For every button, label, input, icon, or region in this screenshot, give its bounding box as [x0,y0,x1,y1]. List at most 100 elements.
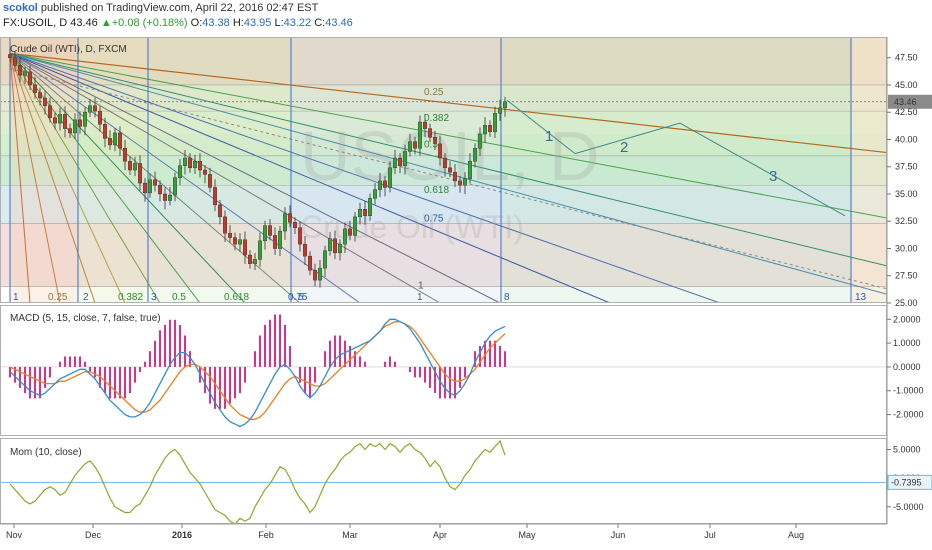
time-tick-label: Aug [788,530,804,540]
watermark-symbol: USOIL, D [300,117,600,195]
candle-body [252,259,257,264]
candle-body [448,167,453,173]
mom-legend[interactable]: Mom (10, close) [10,447,82,458]
fan-line [9,52,887,267]
pane-frames [0,37,888,525]
time-zone-label: 0.618 [224,292,249,303]
time-zone [148,37,291,303]
candle-body [383,180,388,188]
fib-fan-lines [0,37,887,303]
ohlc-header: FX:USOIL, D 43.46 ▲+0.08 (+0.18%) O:43.3… [3,17,353,29]
candle-body [222,216,227,234]
mom-last-tag-text: -0.7395 [891,477,922,487]
fan-line [9,52,501,303]
fan-line [9,52,441,303]
candle-body [328,238,333,251]
candle-body [107,138,112,146]
candle-body [463,178,468,186]
candle-body [368,198,373,216]
candle-body [197,161,202,171]
candle-body [117,132,122,149]
close-value: 43.46 [325,17,353,29]
main-legend[interactable]: Crude Oil (WTI), D, FXCM [10,44,127,55]
candle-body [483,125,488,135]
fan-line [9,52,887,154]
time-tick-label: Apr [433,530,447,540]
time-zone-label: 1 [417,292,423,303]
time-zone-label: 0.25 [48,292,68,303]
fib-level-label: 0.382 [424,113,449,124]
candle-body [298,227,303,245]
candle-body [333,238,338,254]
fan-line [9,52,611,303]
price-tick-label: 37.50 [895,162,918,172]
wave-line [506,99,576,155]
fan-line [9,53,31,303]
time-zone-label: 8 [504,292,510,303]
fib-level-label: 0.25 [424,87,444,98]
time-tick-label: Nov [6,530,23,540]
fan-line [9,52,887,295]
candle-body [453,171,458,182]
candle-body [18,65,23,76]
mom-pane [0,439,887,524]
candle-body [112,132,117,146]
candle-body [428,128,433,138]
candle-body [433,137,438,145]
candle-body [142,182,147,194]
time-tick-label: 2016 [172,530,192,540]
time-tick-label: Jul [704,530,716,540]
candle-body [167,194,172,201]
candle-body [202,169,207,175]
fib-band [0,134,887,156]
price-change: +0.08 (+0.18%) [111,17,188,29]
candle-body [33,84,38,93]
candle-body [403,151,408,166]
candle-body [137,163,142,184]
candle-body [92,105,97,112]
time-zone-label: 2 [83,292,89,303]
mom-line [9,439,506,524]
candle-body [232,237,237,245]
candle-body [283,213,288,232]
time-tick-label: Dec [85,530,102,540]
macd-pane [0,314,887,428]
candle-body [293,222,298,228]
candle-body [388,167,393,188]
candle-body [468,161,473,179]
high-value: 43.95 [243,17,272,29]
fib-level-label: 1 [418,281,424,292]
candle-body [258,240,263,260]
candle-body [67,128,72,134]
time-zone-label: 0.382 [118,292,143,303]
candle-body [273,235,278,249]
fan-line [9,52,361,303]
candle-body [393,157,398,169]
time-zone-label: 5 [298,292,304,303]
time-tick-label: May [518,530,536,540]
macd-tick-label: 1.0000 [893,338,921,348]
candle-body [358,209,363,218]
candle-body [458,180,463,186]
macd-tick-label: 2.0000 [893,314,921,324]
candle-body [263,225,268,242]
last-price-tag-text: 43.46 [894,97,917,107]
candle-body [338,243,343,254]
candle-body [343,228,348,245]
candle-body [242,239,247,256]
candle-body [413,141,418,149]
candle-body [488,125,493,133]
candle-body [288,213,293,223]
author[interactable]: scokol [3,2,38,14]
macd-signal-line [9,321,506,420]
candle-body [408,141,413,152]
candle-body [418,121,423,149]
last-price: 43.46 [70,17,98,29]
macd-legend[interactable]: MACD (5, 15, close, 7, false, true) [10,313,161,324]
time-zone [501,37,851,303]
candle-body [478,133,483,149]
candle-body [53,117,58,124]
price-axes: 47.5045.0042.5040.0037.5035.0032.5030.00… [6,53,932,540]
median-line [9,68,887,290]
